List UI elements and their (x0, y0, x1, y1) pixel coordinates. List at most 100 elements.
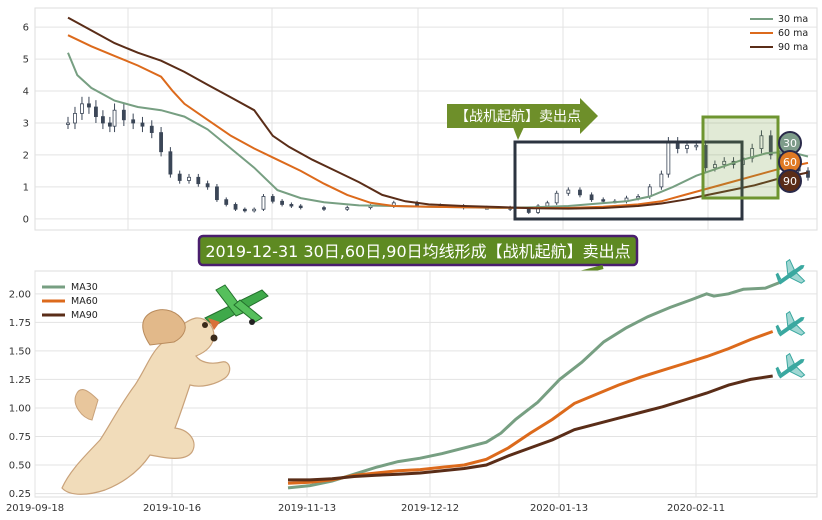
candle-body (80, 103, 84, 114)
candle-body (578, 189, 582, 196)
candle-body (205, 183, 210, 188)
marker-90-label: 90 (783, 175, 797, 188)
candle-body (345, 207, 350, 210)
top-y-tick: 5 (23, 55, 29, 66)
top-y-tick: 1 (23, 182, 29, 193)
top-y-tick: 6 (23, 23, 29, 34)
plane-icon (775, 310, 806, 337)
candle-body (685, 144, 689, 149)
candle-body (107, 122, 112, 127)
selection-box-dark (513, 140, 744, 221)
bottom-y-tick: 0.50 (9, 461, 31, 472)
top-plot-area (34, 7, 818, 231)
candle-body (94, 106, 98, 118)
banner-box (197, 234, 639, 267)
candle-body (101, 116, 105, 124)
candle-body (806, 170, 810, 178)
candle-body (526, 208, 531, 213)
bottom-series-0 (287, 281, 781, 490)
candle-body (566, 189, 571, 194)
marker-30-label: 30 (783, 137, 797, 150)
marker-90: 90 (778, 169, 802, 193)
banner: 2019-12-31 30日,60日,90日均线形成【战机起航】卖出点 (197, 234, 639, 286)
candle-body (666, 141, 671, 175)
candle-body (713, 164, 717, 169)
bottom-y-tick: 1.50 (9, 346, 31, 357)
annotation-arrow: 【战机起航】卖出点 (447, 98, 598, 140)
legend-60ma-label: 60 ma (778, 28, 808, 39)
top-y-tick: 4 (23, 87, 29, 98)
bottom-y-tick: 1.25 (9, 375, 31, 386)
top-y-tick: 3 (23, 118, 29, 129)
legend-30ma-label: 30 ma (778, 14, 808, 25)
candle-body (87, 103, 91, 108)
bottom-y-tick: 1.75 (9, 318, 31, 329)
bottom-legend: MA30 MA60 MA90 (42, 282, 98, 321)
candle-body (261, 196, 266, 210)
candle-body (159, 132, 163, 153)
candle-body (66, 122, 70, 125)
bottom-series-1 (287, 330, 774, 485)
bottom-y-tick: 1.00 (9, 403, 31, 414)
candle-body (659, 173, 664, 188)
bottom-y-tick: 0.25 (9, 489, 31, 500)
candle-body (177, 173, 182, 181)
plane-illustration (204, 284, 269, 330)
plane-icon (775, 258, 806, 285)
marker-60-label: 60 (783, 156, 797, 169)
marker-60: 60 (778, 150, 802, 174)
candle-body (252, 208, 257, 212)
candle-body (759, 135, 764, 149)
candle-body (289, 204, 294, 207)
ma-panel: 0.25 0.50 0.75 1.00 1.25 1.50 1.75 2.00 2019-09… (6, 258, 818, 514)
candle-body (168, 151, 173, 175)
candle-body (140, 122, 145, 127)
legend-ma90-label: MA90 (71, 310, 98, 321)
dog-illustration (61, 309, 231, 495)
candle-body (554, 192, 559, 204)
candle-body (722, 160, 727, 165)
bottom-x-tick: 2019-11-13 (278, 503, 336, 514)
top-legend: 30 ma 60 ma 90 ma (750, 14, 808, 53)
candle-body (187, 176, 191, 181)
price-panel: 0 1 2 3 4 5 6 【战机起航】卖出点 30 60 90 (23, 7, 818, 231)
top-series-1 (67, 34, 809, 209)
candle-body (270, 196, 275, 202)
candle-body (694, 144, 699, 148)
plane-icon (775, 352, 806, 379)
candle-body (589, 194, 594, 201)
bottom-x-tick: 2020-02-11 (667, 503, 725, 514)
top-series-2 (67, 16, 809, 210)
ma-markers: 30 60 90 (778, 131, 802, 193)
bottom-series-2 (288, 374, 773, 482)
top-y-axis: 0 1 2 3 4 5 6 (23, 23, 29, 226)
candle-body (224, 199, 229, 205)
candle-body (196, 176, 201, 185)
bottom-y-tick: 0.75 (9, 432, 31, 443)
marker-90-circle (778, 169, 802, 193)
bottom-x-tick: 2019-10-16 (143, 503, 201, 514)
candle-body (112, 109, 117, 127)
candle-body (601, 199, 606, 202)
legend-90ma-label: 90 ma (778, 42, 808, 53)
candle-body (298, 205, 303, 209)
bottom-x-tick: 2019-09-18 (6, 503, 64, 514)
candle-body (121, 109, 126, 121)
candle-body (131, 119, 136, 124)
annotation-label: 【战机起航】卖出点 (455, 109, 581, 125)
bottom-grid (34, 271, 817, 497)
banner-text: 2019-12-31 30日,60日,90日均线形成【战机起航】卖出点 (205, 242, 630, 261)
bottom-x-tick: 2020-01-13 (530, 503, 588, 514)
top-y-tick: 2 (23, 150, 29, 161)
candle-body (233, 204, 238, 210)
selection-box-green (701, 115, 780, 200)
candle-body (322, 207, 326, 210)
candle-body (280, 200, 284, 205)
top-y-tick: 0 (23, 214, 29, 225)
top-ma-lines (67, 16, 809, 210)
candle-body (242, 208, 247, 212)
candle-body (215, 186, 219, 201)
candle-body (149, 125, 154, 133)
bottom-y-tick: 2.00 (9, 289, 31, 300)
